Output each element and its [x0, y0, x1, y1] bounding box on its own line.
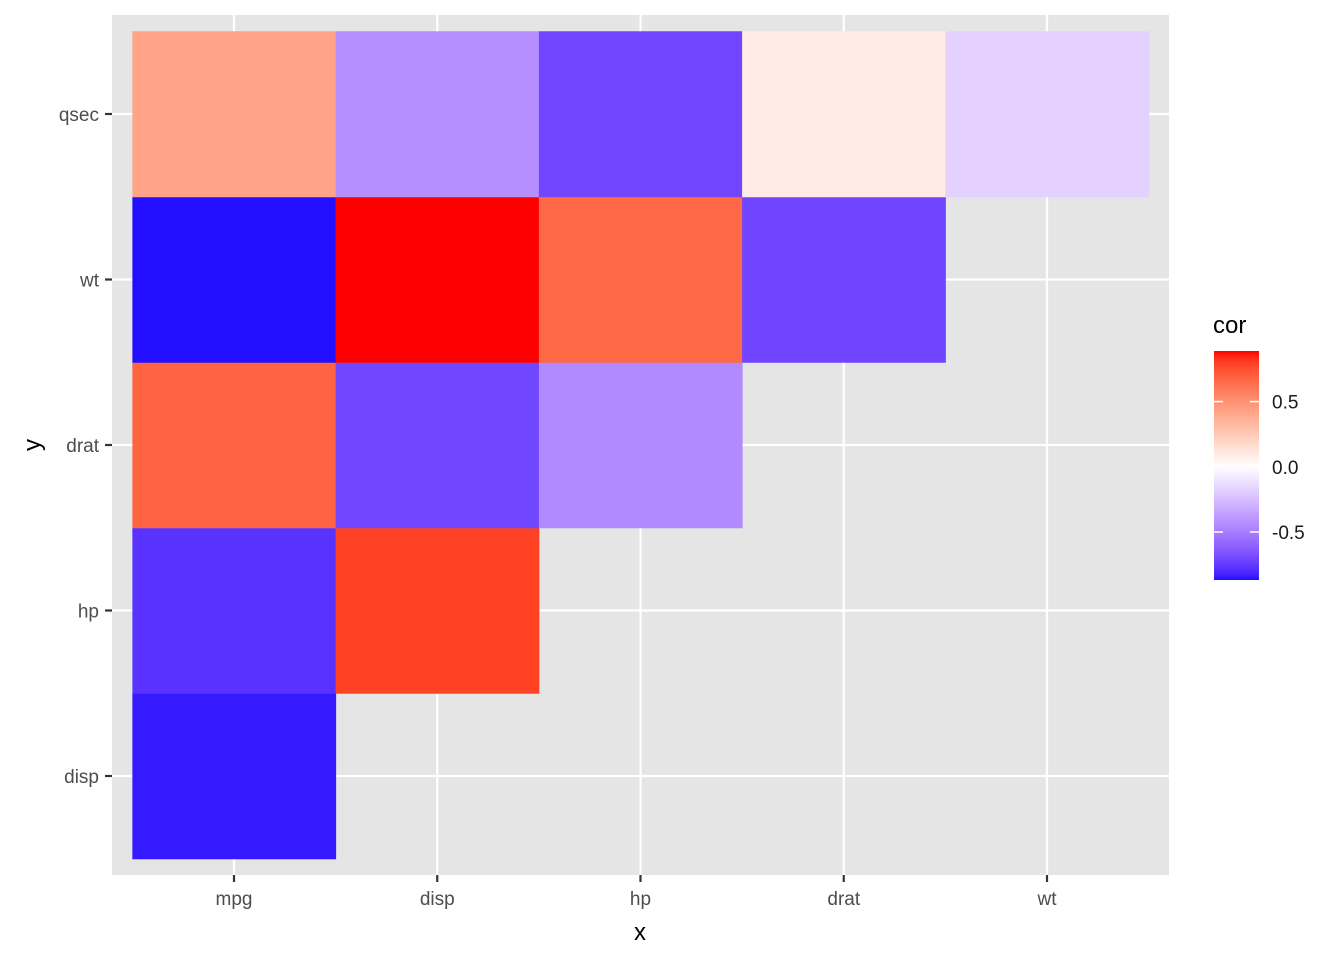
y-tick-label: drat	[66, 436, 99, 457]
legend-tick-label: 0.5	[1272, 393, 1298, 414]
y-tick-label: hp	[78, 602, 99, 623]
heatmap-tile-wt-qsec	[945, 31, 1150, 198]
y-tick-label: disp	[64, 767, 99, 788]
heatmap-tile-mpg-hp	[132, 527, 337, 694]
heatmap-tile-disp-wt	[335, 196, 540, 363]
x-tick-label: wt	[1037, 889, 1058, 910]
x-tick-label: hp	[630, 889, 651, 910]
heatmap-tile-disp-qsec	[335, 31, 540, 198]
heatmap-tile-disp-hp	[335, 527, 540, 694]
legend-title: cor	[1213, 312, 1246, 339]
y-tick-label: qsec	[59, 105, 99, 126]
y-axis-title: y	[19, 439, 46, 451]
legend: cor 0.5 0.0 -0.5	[1213, 312, 1305, 580]
heatmap-tile-hp-wt	[538, 196, 743, 363]
heatmap-tile-disp-drat	[335, 362, 540, 529]
x-axis-title: x	[634, 919, 646, 946]
heatmap-tile-drat-qsec	[742, 31, 946, 198]
x-tick-label: disp	[420, 889, 455, 910]
heatmap-tile-mpg-qsec	[132, 31, 337, 198]
legend-colorbar	[1214, 351, 1259, 580]
heatmap-tile-hp-qsec	[538, 31, 743, 198]
heatmap-tile-mpg-disp	[132, 693, 337, 860]
legend-tick-label: -0.5	[1272, 523, 1305, 544]
x-tick-label: mpg	[216, 889, 253, 910]
heatmap-tile-drat-wt	[742, 196, 946, 363]
x-tick-label: drat	[827, 889, 860, 910]
y-tick-label: wt	[79, 271, 100, 292]
legend-tick-label: 0.0	[1272, 458, 1298, 479]
heatmap-tile-mpg-wt	[132, 196, 337, 363]
heatmap-tile-mpg-drat	[132, 362, 337, 529]
heatmap-tile-hp-drat	[538, 362, 743, 529]
